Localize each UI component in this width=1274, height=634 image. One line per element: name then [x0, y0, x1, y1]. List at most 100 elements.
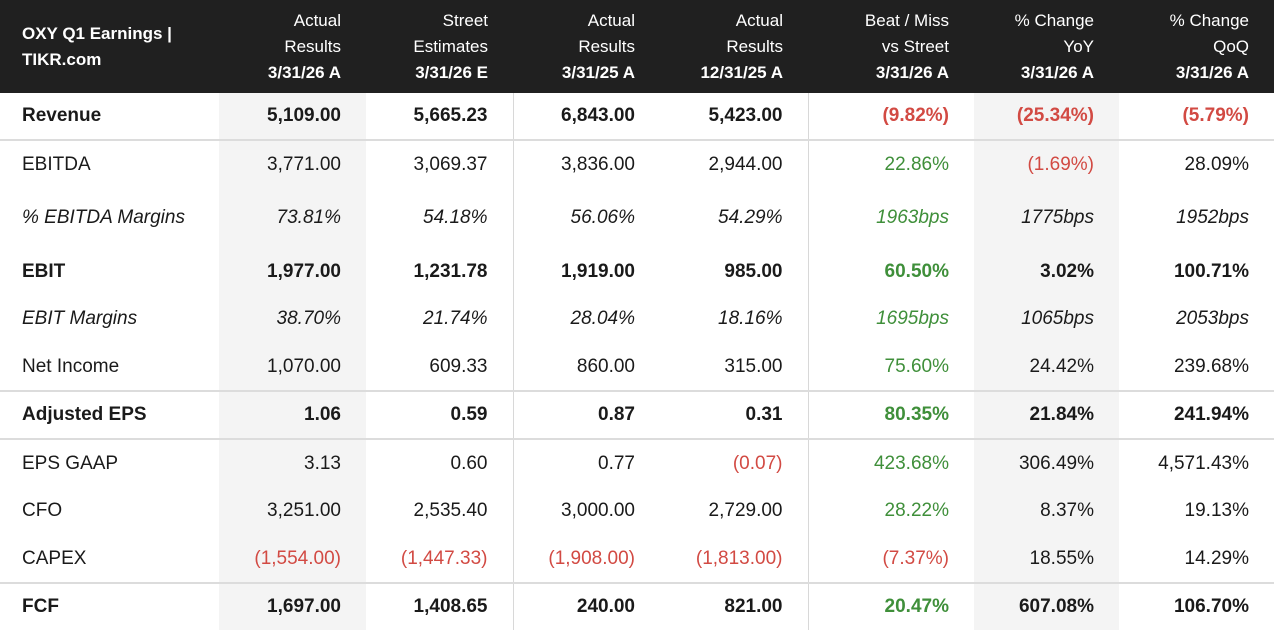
title-line: TIKR.com: [22, 49, 102, 69]
row-label: Net Income: [0, 343, 219, 392]
table-cell: 28.04%: [512, 295, 660, 343]
table-cell: 609.33: [366, 343, 513, 392]
table-cell: (1.69%): [974, 140, 1119, 188]
table-cell: 54.29%: [718, 207, 783, 228]
table-cell: 821.00: [724, 596, 783, 617]
table-row: Adjusted EPS 1.06 0.59 0.87 0.31 80.35% 21.84%…: [0, 391, 1274, 440]
column-header-date: 3/31/26 A: [1020, 62, 1094, 82]
table-cell: 3,771.00: [219, 140, 366, 188]
table-cell: 0.59: [366, 391, 513, 440]
column-header: Street Estimates 3/31/26 E: [366, 0, 513, 93]
row-label: Adjusted EPS: [0, 391, 219, 440]
column-header-date: 12/31/25 A: [700, 62, 783, 82]
table-cell: 8.37%: [974, 487, 1119, 535]
table-cell: 1,697.00: [219, 583, 366, 630]
table-cell: 0.31: [660, 391, 808, 440]
table-cell: 18.16%: [718, 308, 783, 329]
table-cell: (9.82%): [807, 93, 974, 141]
row-label: EBIT Margins: [22, 308, 138, 329]
table-cell: 3,836.00: [512, 140, 660, 188]
column-header: Beat / Miss vs Street 3/31/26 A: [808, 0, 974, 93]
table-cell: 4,571.43%: [1158, 452, 1249, 474]
title-line: OXY Q1 Earnings |: [22, 23, 172, 43]
column-header-line: Beat / Miss: [864, 10, 949, 30]
column-header-line: vs Street: [881, 36, 949, 56]
table-cell: 106.70%: [1173, 596, 1249, 617]
table-cell: 315.00: [660, 343, 808, 392]
row-label: EBITDA: [22, 153, 91, 175]
column-header-line: YoY: [1063, 36, 1094, 56]
table-row: EBITDA 3,771.00 3,069.37 3,836.00 2,944.00 22…: [0, 140, 1274, 188]
table-cell: 80.35%: [807, 391, 974, 440]
table-cell: 423.68%: [807, 439, 974, 487]
table-cell: 21.74%: [423, 308, 488, 329]
column-header-line: Actual: [293, 10, 341, 30]
table-cell: (7.37%): [807, 535, 974, 584]
table-row: CFO 3,251.00 2,535.40 3,000.00 2,729.00 28.22…: [0, 487, 1274, 535]
table-row: CAPEX (1,554.00) (1,447.33) (1,908.00) (1,81…: [0, 535, 1274, 584]
table-cell: 6,843.00: [512, 93, 660, 141]
table-row: FCF 1,697.00 1,408.65 240.00 821.00 20.47% 607…: [0, 583, 1274, 630]
table-cell: 18.55%: [974, 535, 1119, 584]
column-header: % Change YoY 3/31/26 A: [974, 0, 1119, 93]
table-row: % EBITDA Margins 73.81% 54.18% 56.06% 54.29%…: [0, 188, 1274, 248]
column-header: % Change QoQ 3/31/26 A: [1119, 0, 1274, 93]
table-cell: 100.71%: [1173, 260, 1249, 282]
table-cell: 2,944.00: [708, 153, 783, 175]
table-cell: 1963bps: [807, 188, 974, 248]
table-cell: 985.00: [724, 260, 783, 282]
table-cell: 860.00: [512, 343, 660, 392]
column-header-line: Results: [726, 36, 783, 56]
column-header-date: 3/31/25 A: [561, 62, 635, 82]
table-cell: 60.50%: [807, 248, 974, 295]
table-cell: 54.18%: [423, 207, 488, 228]
column-header-line: % Change: [1014, 10, 1094, 30]
table-cell: 75.60%: [807, 343, 974, 392]
column-header-line: QoQ: [1213, 36, 1249, 56]
table-cell: (1,813.00): [660, 535, 808, 584]
column-header-date: 3/31/26 A: [1175, 62, 1249, 82]
table-cell: 3.02%: [974, 248, 1119, 295]
column-header-date: 3/31/26 A: [267, 62, 341, 82]
table-cell: 24.42%: [974, 343, 1119, 392]
table-cell: 21.84%: [974, 391, 1119, 440]
table-cell: (5.79%): [1119, 93, 1274, 141]
table-cell: 239.68%: [1119, 343, 1274, 392]
table-title: OXY Q1 Earnings | TIKR.com: [0, 0, 219, 93]
column-header-line: Street: [442, 10, 488, 30]
table-cell: 0.77: [512, 439, 660, 487]
table-cell: 20.47%: [807, 583, 974, 630]
table-cell: 240.00: [512, 583, 660, 630]
table-cell: 22.86%: [807, 140, 974, 188]
table-row: EBIT 1,977.00 1,231.78 1,919.00 985.00 60.50%…: [0, 248, 1274, 295]
table-cell: 1,231.78: [413, 260, 488, 282]
table-cell: 3,069.37: [413, 153, 488, 175]
table-row: Net Income 1,070.00 609.33 860.00 315.00 75.6…: [0, 343, 1274, 392]
table-cell: 0.87: [512, 391, 660, 440]
table-cell: 28.22%: [807, 487, 974, 535]
table-cell: 28.09%: [1184, 153, 1249, 175]
column-header-line: Actual: [587, 10, 635, 30]
table-cell: 1952bps: [1176, 207, 1249, 228]
table-cell: 3,000.00: [512, 487, 660, 535]
table-cell: 1,919.00: [512, 248, 660, 295]
row-label: CFO: [22, 500, 63, 521]
column-header: Actual Results 3/31/25 A: [513, 0, 660, 93]
table-cell: 1695bps: [807, 295, 974, 343]
table-cell: 1065bps: [974, 295, 1119, 343]
table-cell: 56.06%: [512, 188, 660, 248]
column-header-line: Actual: [735, 10, 783, 30]
row-label: EPS GAAP: [22, 452, 119, 474]
table-cell: 38.70%: [219, 295, 366, 343]
table-cell: 5,665.23: [366, 93, 513, 141]
table-cell: (1,447.33): [366, 535, 513, 584]
table-cell: (1,554.00): [219, 535, 366, 584]
row-label: CAPEX: [0, 535, 219, 584]
row-label: FCF: [22, 596, 59, 617]
row-label: Revenue: [0, 93, 219, 141]
table-cell: 241.94%: [1119, 391, 1274, 440]
table-cell: 3.13: [219, 439, 366, 487]
header-row: OXY Q1 Earnings | TIKR.com Actual Results…: [0, 0, 1274, 93]
table-cell: 306.49%: [974, 439, 1119, 487]
